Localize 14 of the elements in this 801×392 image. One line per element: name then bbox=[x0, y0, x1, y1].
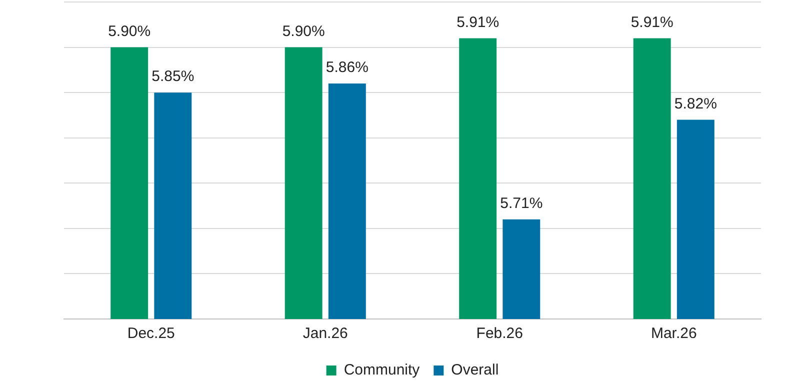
data-label: 5.71% bbox=[500, 195, 543, 212]
data-label: 5.91% bbox=[456, 14, 500, 31]
x-tick-label: Dec.25 bbox=[127, 325, 175, 342]
data-label: 5.82% bbox=[674, 95, 717, 112]
x-tick-label: Feb.26 bbox=[476, 325, 523, 342]
data-label: 5.86% bbox=[326, 59, 368, 76]
data-label: 5.85% bbox=[152, 68, 194, 86]
legend-label: Overall bbox=[451, 362, 499, 379]
data-label: 5.91% bbox=[630, 14, 674, 31]
data-label: 5.90% bbox=[108, 22, 151, 40]
x-tick-label: Mar.26 bbox=[650, 325, 697, 342]
x-tick-label: Jan.26 bbox=[302, 325, 348, 342]
data-label: 5.90% bbox=[282, 22, 325, 40]
legend-label: Community bbox=[344, 362, 420, 379]
